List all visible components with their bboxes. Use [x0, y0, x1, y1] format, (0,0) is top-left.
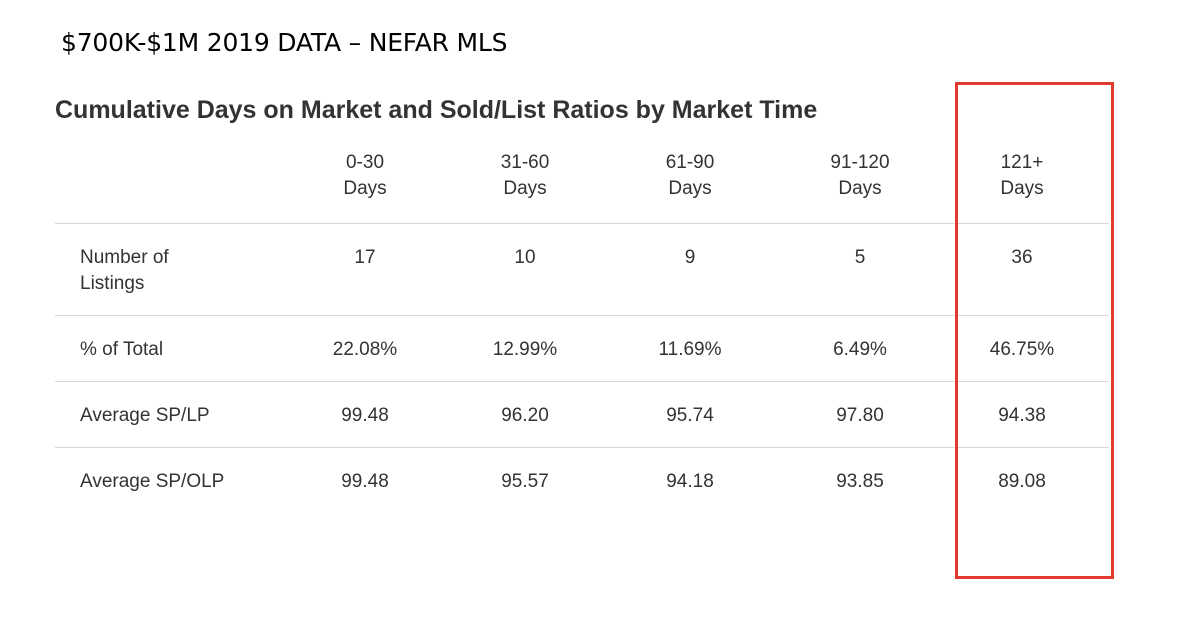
table-row-average-sp-olp: Average SP/OLP 99.48 95.57 94.18 93.85 8… [55, 447, 1109, 513]
table-cell: 99.48 [275, 381, 455, 448]
table-cell: 5 [785, 223, 935, 316]
column-header-91-120-days: 91-120 Days [785, 146, 935, 224]
banner-title: $700K-$1M 2019 DATA – NEFAR MLS [61, 28, 508, 57]
column-header-121-plus-days: 121+ Days [935, 146, 1109, 224]
column-header-unit: Days [838, 178, 882, 199]
column-header-31-60-days: 31-60 Days [455, 146, 595, 224]
column-header-range: 61-90 [665, 152, 715, 173]
table-cell: 6.49% [785, 315, 935, 382]
table-cell: 94.18 [666, 470, 714, 492]
column-header-unit: Days [343, 178, 387, 199]
row-label: Average SP/LP [55, 381, 275, 448]
column-header-range: 31-60 [500, 152, 550, 173]
table-cell: 93.85 [836, 470, 884, 492]
column-header-unit: Days [1000, 178, 1044, 199]
table-cell: 99.48 [341, 470, 389, 492]
table-title: Cumulative Days on Market and Sold/List … [55, 96, 818, 124]
column-header-range: 121+ [1000, 152, 1044, 173]
header-row: 0-30 Days 31-60 Days 61-90 Days 91-120 D… [55, 146, 1109, 224]
table-cell: 17 [275, 223, 455, 316]
row-label: % of Total [55, 315, 275, 382]
header-empty-cell [55, 146, 275, 224]
table-cell: 95.74 [595, 381, 785, 448]
table-row-average-sp-lp: Average SP/LP 99.48 96.20 95.74 97.80 94… [55, 381, 1109, 448]
table-cell: 96.20 [455, 381, 595, 448]
table-cell: 10 [455, 223, 595, 316]
row-label-line: Listings [80, 272, 145, 294]
column-header-61-90-days: 61-90 Days [595, 146, 785, 224]
table-cell: 22.08% [275, 315, 455, 382]
column-header-unit: Days [503, 178, 547, 199]
row-label: Number of Listings [55, 223, 275, 316]
table-cell: 12.99% [455, 315, 595, 382]
table-cell: 94.38 [935, 381, 1109, 448]
table-cell: 46.75% [935, 315, 1109, 382]
table-cell: 95.57 [501, 470, 549, 492]
market-time-table: 0-30 Days 31-60 Days 61-90 Days 91-120 D… [55, 146, 1109, 513]
table-row-percent-of-total: % of Total 22.08% 12.99% 11.69% 6.49% 46… [55, 315, 1109, 382]
column-header-range: 91-120 [830, 152, 890, 173]
table-cell: 89.08 [998, 470, 1046, 492]
table-cell: 9 [595, 223, 785, 316]
table-cell: 11.69% [595, 315, 785, 382]
column-header-0-30-days: 0-30 Days [275, 146, 455, 224]
row-label-line: Number of [80, 246, 169, 268]
column-header-unit: Days [668, 178, 712, 199]
table-cell: 97.80 [785, 381, 935, 448]
row-label: Average SP/OLP [80, 470, 225, 492]
column-header-range: 0-30 [345, 152, 385, 173]
table-cell: 36 [935, 223, 1109, 316]
table-row-number-of-listings: Number of Listings 17 10 9 5 36 [55, 223, 1109, 316]
